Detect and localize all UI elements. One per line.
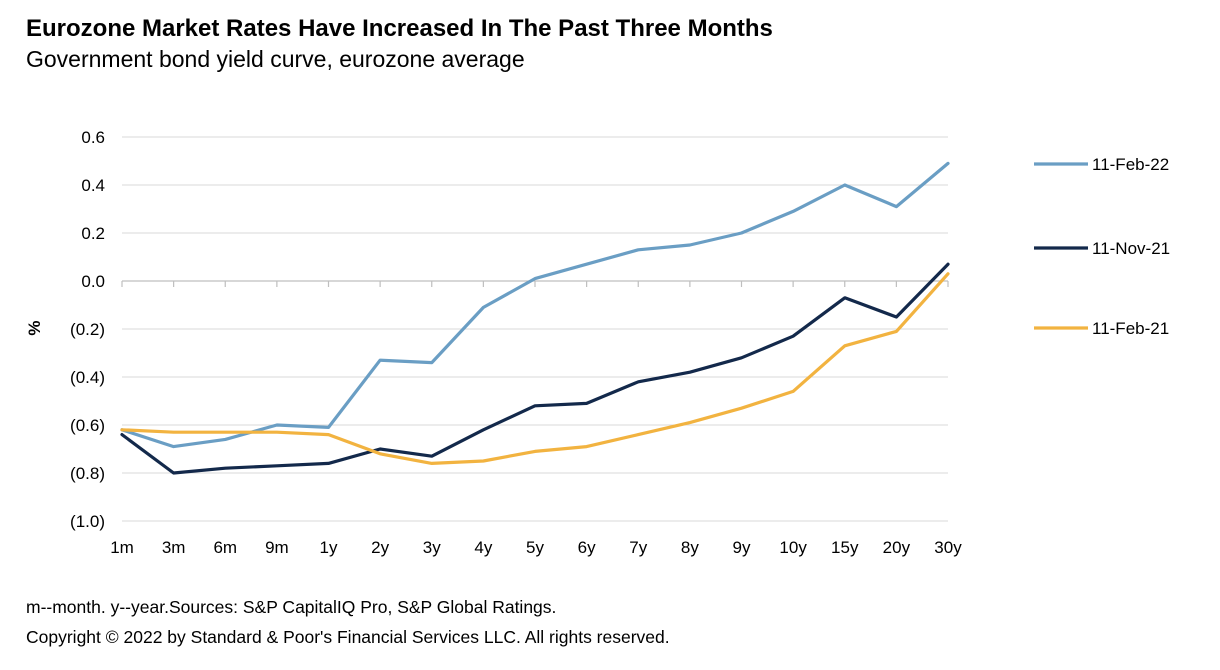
x-tick-label: 8y: [681, 538, 699, 557]
x-tick-label: 20y: [883, 538, 911, 557]
y-tick-label: (1.0): [70, 512, 105, 531]
series-lines: [120, 161, 950, 475]
y-tick-label: 0.2: [81, 224, 105, 243]
y-axis-label: %: [25, 320, 44, 335]
x-axis: [121, 280, 949, 287]
x-tick-label: 4y: [474, 538, 492, 557]
y-tick-label: 0.4: [81, 176, 105, 195]
y-tick-label: (0.6): [70, 416, 105, 435]
y-tick-label: (0.2): [70, 320, 105, 339]
x-tick-label: 15y: [831, 538, 859, 557]
chart-title: Eurozone Market Rates Have Increased In …: [26, 15, 773, 42]
x-tick-label: 1m: [110, 538, 134, 557]
legend: 11-Feb-22 11-Nov-21 11-Feb-21: [1034, 155, 1170, 338]
copyright-note: Copyright © 2022 by Standard & Poor's Fi…: [26, 627, 670, 647]
legend-label: 11-Nov-21: [1092, 239, 1170, 258]
y-tick-label: (0.4): [70, 368, 105, 387]
x-tick-label: 3m: [162, 538, 186, 557]
y-tick-label: 0.0: [81, 272, 105, 291]
x-tick-label: 2y: [371, 538, 389, 557]
legend-item: 11-Feb-21: [1034, 319, 1169, 338]
x-tick-label: 6y: [578, 538, 596, 557]
x-axis-ticks: 1m 3m 6m 9m 1y 2y 3y 4y 5y 6y 7y 8y 9y 10y 15y 20y 30y: [110, 538, 962, 557]
x-tick-label: 9m: [265, 538, 289, 557]
x-tick-label: 5y: [526, 538, 544, 557]
legend-item: 11-Nov-21: [1034, 239, 1170, 258]
chart-subtitle: Government bond yield curve, eurozone av…: [26, 46, 525, 72]
x-tick-label: 10y: [779, 538, 807, 557]
y-tick-label: (0.8): [70, 464, 105, 483]
x-tick-label: 1y: [320, 538, 338, 557]
x-tick-label: 6m: [213, 538, 237, 557]
y-tick-label: 0.6: [81, 128, 105, 147]
y-axis-ticks: 0.6 0.4 0.2 0.0 (0.2) (0.4) (0.6) (0.8) (1.0): [70, 128, 105, 531]
series-line-11-Feb-21: [120, 272, 950, 465]
series-line-11-Nov-21: [120, 262, 950, 475]
x-tick-label: 7y: [629, 538, 647, 557]
x-tick-label: 30y: [934, 538, 962, 557]
x-tick-label: 9y: [733, 538, 751, 557]
legend-label: 11-Feb-22: [1092, 155, 1169, 174]
series-line-11-Feb-22: [120, 161, 950, 449]
legend-item: 11-Feb-22: [1034, 155, 1169, 174]
source-note: m--month. y--year.Sources: S&P CapitalIQ…: [26, 597, 557, 617]
x-tick-label: 3y: [423, 538, 441, 557]
legend-label: 11-Feb-21: [1092, 319, 1169, 338]
